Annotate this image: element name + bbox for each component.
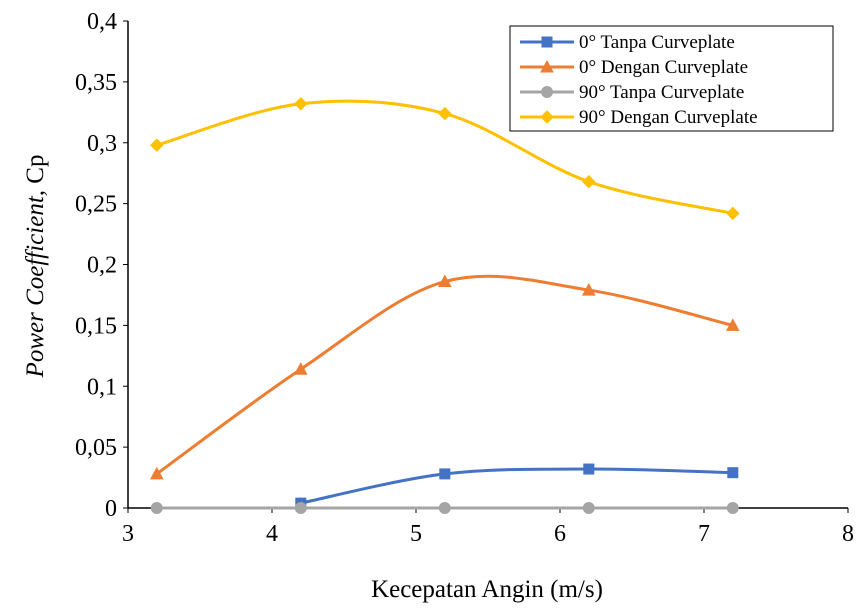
data-point-triangle (725, 318, 740, 331)
legend: 0° Tanpa Curveplate 0° Dengan Curveplate 9… (509, 25, 834, 132)
x-tick-label: 8 (842, 521, 854, 547)
legend-label: 0° Tanpa Curveplate (579, 32, 735, 53)
y-tick-labels: 0 0,05 0,1 0,15 0,2 0,25 0,3 0,35 0,4 (75, 9, 117, 522)
legend-swatch-square (541, 36, 553, 48)
y-axis-title-italic: Power Coefficient, (22, 190, 49, 378)
data-point-diamond (726, 206, 740, 221)
y-tick-label: 0,25 (75, 192, 117, 218)
series-1 (295, 463, 739, 509)
y-tick-label: 0 (105, 496, 117, 522)
series-line (155, 274, 735, 476)
series-4 (150, 97, 740, 221)
data-point-square (727, 467, 739, 479)
series-3 (150, 502, 739, 514)
data-point-square (439, 468, 451, 480)
data-point-circle (582, 502, 595, 514)
series-line (299, 467, 735, 505)
data-point-square (583, 463, 595, 475)
data-point-circle (294, 502, 307, 514)
data-point-triangle (437, 274, 452, 288)
x-tick-label: 3 (122, 521, 134, 547)
x-tick-label: 7 (698, 521, 710, 547)
legend-label: 90° Tanpa Curveplate (579, 82, 744, 103)
y-axis-title-unit: Cp (22, 155, 49, 190)
y-tick-label: 0,4 (87, 9, 117, 35)
legend-label: 90° Dengan Curveplate (579, 107, 758, 128)
legend-swatch-circle (541, 86, 553, 98)
data-point-diamond (150, 138, 164, 152)
y-tick-label: 0,3 (87, 131, 117, 157)
series-2 (149, 274, 740, 480)
data-point-circle (726, 502, 739, 514)
data-point-circle (438, 502, 451, 514)
data-point-triangle (581, 283, 596, 296)
legend-swatch-triangle (540, 59, 554, 73)
series-layer (149, 97, 740, 514)
x-tick-labels: 3 4 5 6 7 8 (122, 521, 854, 547)
data-point-triangle (293, 362, 308, 375)
data-point-diamond (582, 175, 596, 189)
data-point-triangle (149, 466, 164, 480)
y-tick-label: 0,15 (75, 313, 117, 339)
y-tick-label: 0,05 (75, 435, 117, 461)
x-tick-label: 5 (410, 521, 422, 547)
y-tick-label: 0,2 (87, 253, 117, 279)
y-tick-label: 0,1 (87, 374, 117, 400)
data-point-diamond (294, 97, 308, 111)
legend-swatch-diamond (540, 110, 554, 124)
x-tick-label: 6 (554, 521, 566, 547)
data-point-circle (150, 502, 163, 514)
y-axis-title: Power Coefficient, Cp (22, 155, 49, 379)
legend-label: 0° Dengan Curveplate (579, 57, 748, 78)
x-axis-title: Kecepatan Angin (m/s) (371, 576, 603, 603)
x-tick-label: 4 (266, 521, 278, 547)
data-point-diamond (438, 106, 452, 121)
y-tick-label: 0,35 (75, 70, 117, 96)
